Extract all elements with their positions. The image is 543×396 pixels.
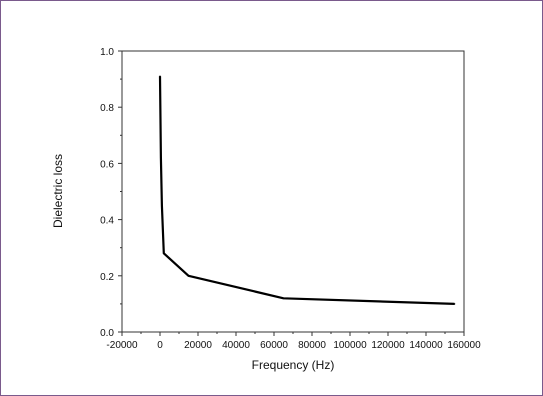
x-axis-label: Frequency (Hz) [252,358,335,372]
series-layer [158,75,456,305]
x-tick-label: 20000 [184,340,212,351]
data-point [187,275,190,277]
x-tick-label: 80000 [298,340,326,351]
y-axis: 0.0 0.2 0.4 0.6 0.8 1.0 [100,47,122,339]
x-tick-label: 40000 [222,340,250,351]
data-point [163,252,165,255]
y-tick-label: 0.8 [100,103,114,114]
x-axis: -20000 0 20000 40000 60000 80000 100000 120000 1… [106,332,481,351]
x-tick-label: 60000 [260,340,288,351]
y-tick-label: 0.6 [100,159,114,170]
data-point [282,297,285,300]
x-tick-label: 120000 [371,340,405,351]
y-tick-label: 0.0 [100,328,114,339]
data-point [160,156,162,159]
x-tick-label: 140000 [409,340,443,351]
plot-area [121,50,465,333]
x-tick-label: -20000 [106,340,138,351]
x-tick-label: 160000 [447,340,481,351]
x-tick-label: 100000 [333,340,367,351]
data-point [161,204,163,207]
y-tick-label: 0.4 [100,216,114,227]
y-tick-label: 1.0 [100,47,114,58]
y-tick-label: 0.2 [100,272,114,283]
data-point [159,75,161,78]
x-tick-label: 0 [157,340,163,351]
y-axis-label: Dielectric loss [51,154,65,228]
data-point [453,303,456,305]
